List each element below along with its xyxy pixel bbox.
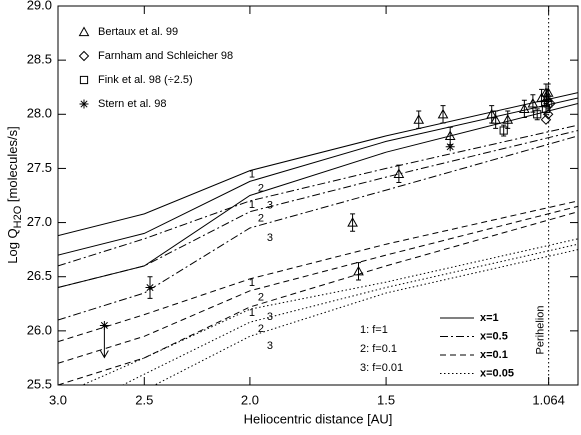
x-tick-label: 2.0	[241, 392, 259, 407]
y-tick-label: 28.5	[27, 52, 52, 67]
y-tick-label: 25.5	[27, 376, 52, 391]
legend-label: Stern et al. 98	[98, 98, 167, 110]
marker-triangle	[444, 130, 456, 141]
model-curve	[58, 97, 578, 256]
marker-asterisk	[79, 99, 89, 109]
x-tick-label: 1.5	[377, 392, 395, 407]
x-axis-label: Heliocentric distance [AU]	[244, 411, 393, 426]
marker-triangle	[536, 92, 547, 103]
marker-triangle	[542, 87, 554, 97]
marker-square	[533, 110, 542, 119]
y-label-sub: H2O	[12, 205, 24, 228]
legend-label: x=0.5	[480, 330, 508, 342]
marker-square	[499, 126, 508, 135]
marker-asterisk	[445, 142, 455, 152]
y-tick-label: 28.0	[27, 106, 52, 121]
model-curve	[58, 130, 578, 288]
marker-triangle	[78, 26, 90, 37]
curve-label: 2	[258, 213, 264, 225]
marker-triangle	[519, 103, 530, 113]
f-legend-label: 1: f=1	[360, 324, 388, 336]
legend-label: Farnham and Schleicher 98	[98, 50, 233, 62]
marker-triangle	[393, 168, 405, 178]
upper-limit-arrow	[99, 325, 109, 359]
curve-label: 3	[267, 340, 273, 352]
y-label-post: [molecules/s]	[5, 126, 20, 205]
y-tick-label: 27.5	[27, 160, 52, 175]
error-bar	[440, 105, 446, 124]
curve-label: 3	[267, 232, 273, 244]
marker-asterisk	[99, 320, 109, 330]
curve-label: 2	[258, 292, 264, 304]
marker-triangle	[486, 108, 498, 119]
plot-frame	[57, 5, 579, 386]
error-bar	[521, 99, 527, 119]
marker-triangle	[413, 114, 425, 124]
y-label-pre: Log Q	[5, 228, 20, 263]
x-tick-label: 1.064	[532, 392, 565, 407]
curve-label: 3	[267, 199, 273, 211]
legend-label: x=0.1	[480, 349, 508, 361]
y-tick-label: 26.0	[27, 322, 52, 337]
error-bar	[539, 88, 545, 108]
y-tick-label: 26.5	[27, 268, 52, 283]
f-legend-label: 2: f=0.1	[360, 343, 397, 355]
curve-label: 2	[258, 323, 264, 335]
x-tick-label: 2.5	[135, 392, 153, 407]
error-bar	[350, 213, 356, 232]
error-bar	[416, 110, 422, 129]
model-curve	[58, 92, 578, 237]
error-bar	[493, 110, 499, 129]
error-bar	[356, 262, 362, 281]
legend-label: x=0.05	[480, 367, 514, 379]
f-legend-label: 3: f=0.01	[360, 362, 403, 374]
curve-label: 3	[267, 311, 273, 323]
error-bar	[530, 94, 536, 113]
model-curve	[121, 243, 578, 385]
marker-square	[79, 75, 89, 85]
legend-label: x=1	[480, 312, 499, 324]
curve-label: 1	[249, 169, 255, 181]
marker-diamond	[78, 50, 90, 62]
y-tick-label: 29.0	[27, 0, 52, 12]
marker-triangle	[527, 97, 539, 108]
marker-asterisk	[145, 283, 155, 293]
x-tick-label: 3.0	[49, 392, 67, 407]
curve-label: 1	[249, 307, 255, 319]
error-bar	[489, 105, 495, 124]
model-curve	[58, 135, 578, 321]
marker-triangle	[437, 108, 449, 119]
marker-triangle	[502, 114, 514, 124]
model-curve	[58, 211, 578, 385]
marker-diamond	[545, 98, 556, 109]
model-curve	[58, 124, 578, 267]
curve-label: 1	[249, 277, 255, 289]
plot-area	[58, 83, 578, 385]
marker-triangle	[353, 265, 364, 276]
curve-label: 1	[249, 199, 255, 211]
legend-label: Bertaux et al. 99	[98, 26, 178, 38]
y-axis-label: Log QH2O [molecules/s]	[5, 126, 23, 264]
model-curve	[58, 205, 578, 364]
error-bar	[396, 164, 402, 184]
perihelion-label: Perihelion	[535, 306, 547, 355]
marker-triangle	[347, 217, 358, 227]
legend-label: Fink et al. 98 (÷2.5)	[98, 74, 193, 86]
y-tick-label: 27.0	[27, 214, 52, 229]
model-curve	[58, 200, 578, 343]
marker-triangle	[490, 114, 502, 124]
curve-label: 2	[258, 182, 264, 194]
